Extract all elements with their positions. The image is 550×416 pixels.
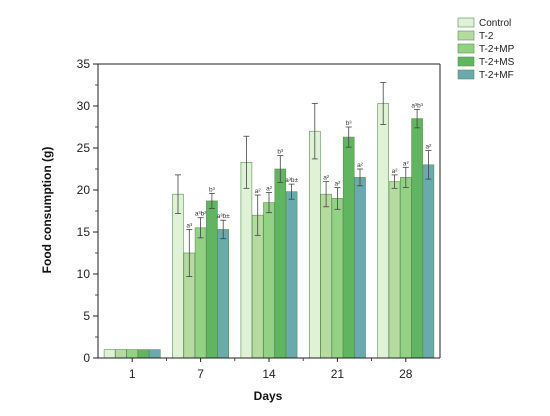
significance-label: a² xyxy=(323,175,330,182)
significance-label: a³ xyxy=(186,222,193,229)
significance-label: a² xyxy=(335,180,342,187)
x-axis-label: Days xyxy=(254,389,283,403)
significance-label: a³b± xyxy=(217,213,230,220)
bar-t-2-ms-day-1 xyxy=(137,349,150,359)
bar-t-2-mp-day-28 xyxy=(399,177,412,359)
bar-t-2-ms-day-28 xyxy=(411,118,423,359)
bar-t-2-ms-day-21 xyxy=(342,136,355,359)
bar-t-2-mp-day-7 xyxy=(194,227,207,359)
significance-label: a³b² xyxy=(195,211,207,218)
x-tick-label: 7 xyxy=(197,367,204,381)
y-tick-label: 30 xyxy=(77,99,91,113)
axes-group: 0 5 10 15 20 25 30 35 1 7 14 21 28 xyxy=(77,57,441,381)
bar-t-2-mp-day-21 xyxy=(331,198,344,359)
significance-label: b³ xyxy=(209,186,216,193)
significance-label: a³b³ xyxy=(411,102,423,109)
legend: Control T-2 T-2+MP T-2+MS T-2+MF xyxy=(457,17,515,81)
y-tick-label: 25 xyxy=(77,141,91,155)
significance-label: a² xyxy=(403,160,410,167)
legend-swatch xyxy=(457,30,475,41)
bar-t-2-mf-day-21 xyxy=(354,177,366,359)
y-tick-label: 35 xyxy=(77,57,91,71)
bar-t-2-ms-day-7 xyxy=(206,200,218,359)
bar-t-2-day-1 xyxy=(115,349,127,359)
bar-control-day-21 xyxy=(308,130,321,359)
legend-swatch xyxy=(457,56,475,67)
legend-label: T-2+MP xyxy=(479,44,515,55)
bar-t-2-ms-day-14 xyxy=(274,168,287,359)
bar-t-2-day-14 xyxy=(251,214,264,359)
bar-control-day-7 xyxy=(172,193,184,359)
bar-t-2-mf-day-1 xyxy=(149,349,161,359)
bar-t-2-mf-day-28 xyxy=(422,164,435,359)
legend-label: T-2+MS xyxy=(479,57,515,68)
legend-swatch xyxy=(457,17,475,28)
legend-swatch xyxy=(457,69,475,80)
y-axis-label: Food consumption (g) xyxy=(40,147,54,274)
bar-t-2-day-21 xyxy=(320,193,332,359)
x-tick-label: 21 xyxy=(331,367,345,381)
legend-label: T-2 xyxy=(479,31,494,42)
legend-label: T-2+MF xyxy=(479,70,514,81)
bar-control-day-14 xyxy=(240,161,253,359)
bar-t-2-mf-day-7 xyxy=(217,229,229,359)
bar-control-day-1 xyxy=(103,349,116,359)
y-tick-label: 0 xyxy=(83,351,90,365)
significance-label: a² xyxy=(266,186,273,193)
significance-label: a³b± xyxy=(285,177,298,184)
significance-label: a² xyxy=(357,162,364,169)
bar-t-2-mf-day-14 xyxy=(285,191,298,359)
bar-t-2-mp-day-14 xyxy=(263,202,275,359)
y-tick-label: 5 xyxy=(83,309,90,323)
significance-label: a² xyxy=(392,168,399,175)
significance-label: b³ xyxy=(346,120,353,127)
bar-control-day-28 xyxy=(377,103,390,359)
x-tick-label: 28 xyxy=(399,367,413,381)
legend-label: Control xyxy=(479,18,511,29)
significance-label: a² xyxy=(426,144,433,151)
x-tick-label: 1 xyxy=(129,367,136,381)
legend-swatch xyxy=(457,43,475,54)
y-tick-label: 20 xyxy=(77,183,91,197)
significance-label: b³ xyxy=(277,149,284,156)
y-tick-label: 10 xyxy=(77,267,91,281)
significance-label: a² xyxy=(255,188,262,195)
bar-t-2-mp-day-1 xyxy=(126,349,138,359)
x-tick-label: 14 xyxy=(262,367,276,381)
y-tick-label: 15 xyxy=(77,225,91,239)
bar-t-2-day-28 xyxy=(388,181,401,359)
